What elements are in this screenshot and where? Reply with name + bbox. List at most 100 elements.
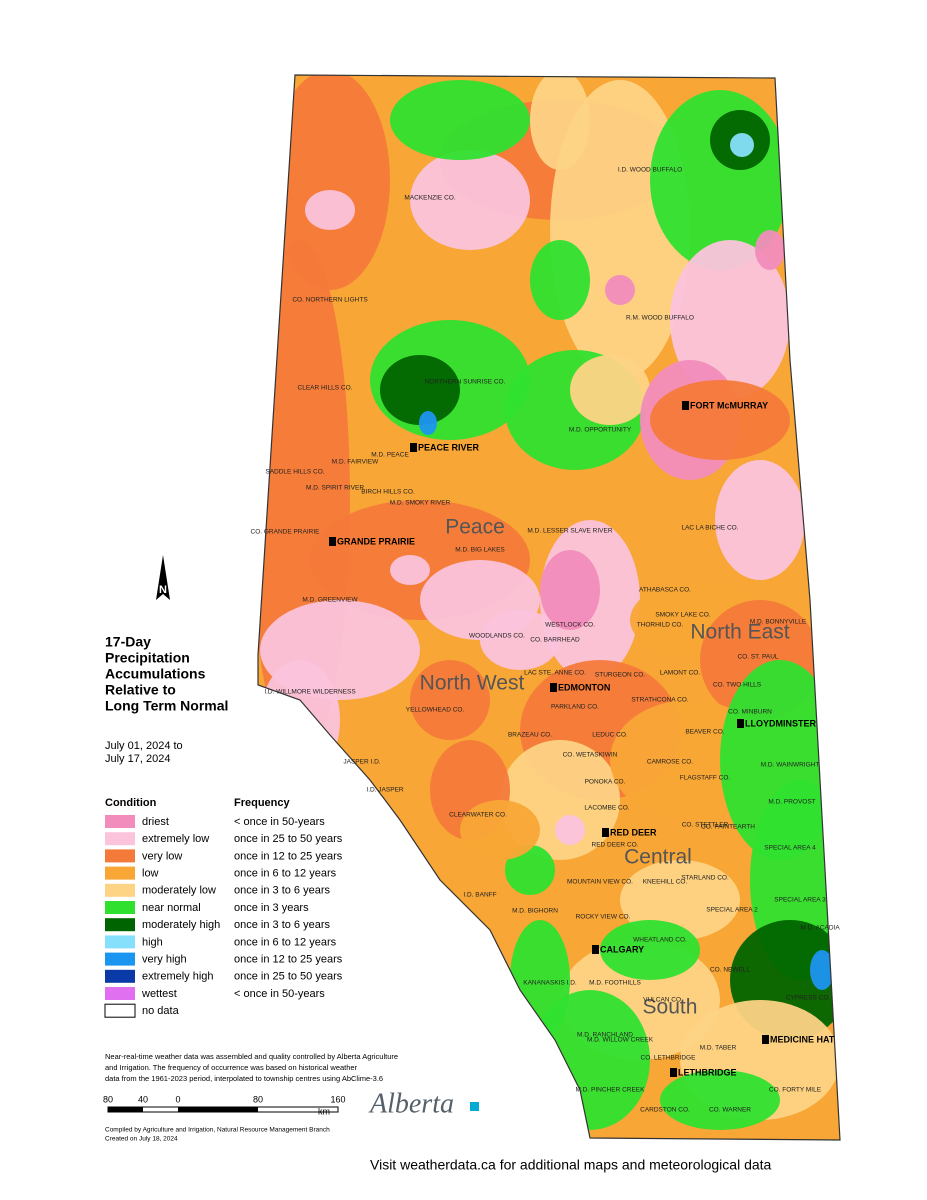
county-label: CO. MINBURN: [728, 709, 772, 716]
city-label: PEACE RIVER: [418, 442, 480, 452]
legend-condition: driest: [142, 816, 169, 828]
credit: Created on July 18, 2024: [105, 1136, 178, 1143]
county-label: BEAVER CO.: [685, 729, 724, 736]
county-label: CO. FORTY MILE: [769, 1087, 822, 1094]
scale-label: 40: [138, 1094, 148, 1104]
legend-frequency: once in 3 to 6 years: [234, 885, 331, 897]
county-label: CO. NORTHERN LIGHTS: [292, 297, 368, 304]
county-label: STARLAND CO.: [681, 875, 729, 882]
county-label: CARDSTON CO.: [640, 1107, 690, 1114]
legend-frequency: once in 3 years: [234, 902, 309, 914]
county-label: I.D. WILLMORE WILDERNESS: [264, 689, 356, 696]
region-label: North West: [420, 672, 525, 695]
condition-area: [600, 920, 700, 980]
legend-title: Long Term Normal: [105, 698, 228, 714]
legend-header: Frequency: [234, 797, 291, 809]
condition-area: [555, 815, 585, 845]
legend-swatch: [105, 849, 135, 863]
condition-area: [305, 190, 355, 230]
county-label: LAC STE. ANNE CO.: [524, 670, 586, 677]
legend-swatch: [105, 901, 135, 914]
legend-swatch: [105, 866, 135, 880]
north-arrow: N: [156, 555, 170, 600]
county-label: RED DEER CO.: [592, 842, 639, 849]
condition-area: [270, 75, 390, 290]
legend-swatch: [105, 832, 135, 846]
legend-condition: extremely high: [142, 971, 214, 983]
county-label: M.D. ACADIA: [800, 925, 840, 932]
county-label: ATHABASCA CO.: [639, 587, 691, 594]
county-label: SADDLE HILLS CO.: [265, 469, 324, 476]
legend-frequency: once in 12 to 25 years: [234, 954, 343, 966]
condition-area: [670, 240, 790, 400]
legend-swatch: [105, 987, 135, 1000]
county-label: YELLOWHEAD CO.: [406, 707, 465, 714]
county-label: ROCKY VIEW CO.: [576, 914, 631, 921]
county-label: M.D. RANCHLAND: [577, 1032, 633, 1039]
legend-swatch: [104, 1003, 136, 1018]
county-label: CO. GRANDE PRAIRIE: [251, 529, 321, 536]
county-label: M.D. WAINWRIGHT: [761, 762, 820, 769]
condition-area: [540, 550, 600, 630]
note: Near-real-time weather data was assemble…: [105, 1052, 398, 1061]
county-label: CO. LETHBRIDGE: [641, 1055, 697, 1062]
county-label: LAC LA BICHE CO.: [681, 525, 738, 532]
county-label: LACOMBE CO.: [584, 805, 629, 812]
county-label: WHEATLAND CO.: [633, 937, 687, 944]
brand-square: [470, 1102, 479, 1111]
county-label: CO. NEWELL: [710, 967, 750, 974]
city-label: LETHBRIDGE: [678, 1067, 737, 1077]
county-label: LEDUC CO.: [592, 732, 628, 739]
county-label: CYPRESS CO.: [786, 995, 831, 1002]
legend-title: 17-Day: [105, 634, 151, 650]
city-marker: [762, 1035, 769, 1044]
city-marker: [550, 683, 557, 692]
condition-area: [410, 150, 530, 250]
county-label: M.D. PEACE: [371, 452, 409, 459]
credit: Compiled by Agriculture and Irrigation, …: [105, 1127, 330, 1134]
county-label: M.D. BIGHORN: [512, 908, 558, 915]
county-label: R.M. WOOD BUFFALO: [626, 315, 694, 322]
legend-frequency: once in 25 to 50 years: [234, 971, 343, 983]
scale-seg: [178, 1107, 258, 1112]
scale-seg: [108, 1107, 143, 1112]
county-label: I.D. BANFF: [463, 892, 496, 899]
county-label: CO. WARNER: [709, 1107, 751, 1114]
legend-frequency: < once in 50-years: [234, 816, 325, 828]
legend-frequency: once in 3 to 6 years: [234, 919, 331, 931]
city-marker: [670, 1068, 677, 1077]
county-label: CAMROSE CO.: [647, 759, 693, 766]
county-label: M.D. PROVOST: [768, 799, 815, 806]
county-label: SPECIAL AREA 4: [764, 845, 816, 852]
county-label: M.D. BIG LAKES: [455, 547, 505, 554]
city-marker: [410, 443, 417, 452]
county-label: LAMONT CO.: [660, 670, 701, 677]
scale-label: 0: [175, 1094, 180, 1104]
legend-condition: very low: [142, 850, 182, 862]
county-label: CLEAR HILLS CO.: [298, 385, 353, 392]
condition-area: [380, 355, 460, 425]
legend-swatch: [105, 952, 135, 966]
legend-condition: high: [142, 936, 163, 948]
legend-frequency: once in 6 to 12 years: [234, 936, 337, 948]
province-outline: [257, 74, 841, 1141]
county-label: WESTLOCK CO.: [545, 622, 595, 629]
county-label: MOUNTAIN VIEW CO.: [567, 879, 633, 886]
county-label: M.D. GREENVIEW: [302, 597, 358, 604]
legend-title: Relative to: [105, 682, 176, 698]
city-marker: [592, 945, 599, 954]
county-label: MACKENZIE CO.: [404, 195, 455, 202]
region-label: Central: [624, 846, 692, 869]
county-label: PONOKA CO.: [585, 779, 626, 786]
note: and Irrigation. The frequency of occurre…: [105, 1063, 358, 1072]
legend-frequency: once in 12 to 25 years: [234, 850, 343, 862]
condition-area: [390, 555, 430, 585]
condition-area: [390, 80, 530, 160]
legend-title: Precipitation: [105, 650, 190, 666]
region-label: Peace: [445, 516, 505, 539]
condition-area: [530, 240, 590, 320]
legend-condition: moderately low: [142, 885, 216, 897]
precip-map: [258, 75, 840, 1140]
county-label: M.D. SMOKY RIVER: [390, 500, 451, 507]
region-label: South: [643, 996, 698, 1019]
